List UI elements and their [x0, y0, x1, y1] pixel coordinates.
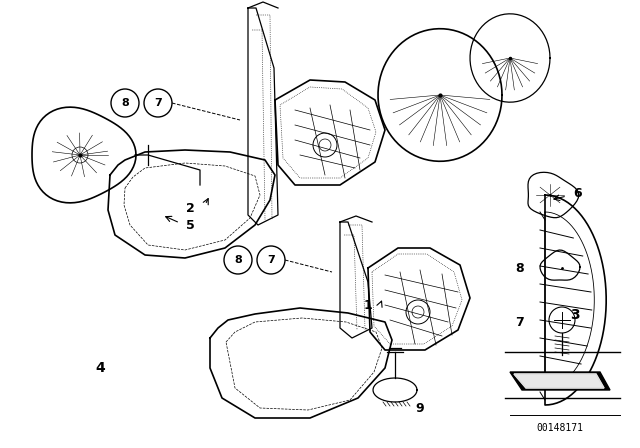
Polygon shape	[545, 195, 606, 405]
Text: 00148171: 00148171	[536, 423, 584, 433]
Text: 6: 6	[573, 186, 582, 199]
Polygon shape	[373, 378, 417, 402]
Polygon shape	[368, 248, 470, 350]
Text: 9: 9	[416, 401, 424, 414]
Text: 8: 8	[121, 98, 129, 108]
Polygon shape	[340, 216, 372, 222]
Polygon shape	[540, 250, 580, 280]
Polygon shape	[514, 374, 604, 388]
Circle shape	[257, 246, 285, 274]
Polygon shape	[248, 8, 278, 225]
Circle shape	[111, 89, 139, 117]
Text: 7: 7	[154, 98, 162, 108]
Polygon shape	[275, 80, 385, 185]
Polygon shape	[378, 29, 502, 161]
Polygon shape	[340, 222, 372, 338]
Polygon shape	[248, 2, 278, 8]
Polygon shape	[108, 150, 275, 258]
Text: 7: 7	[267, 255, 275, 265]
Text: 4: 4	[95, 361, 105, 375]
Circle shape	[144, 89, 172, 117]
Polygon shape	[32, 107, 136, 203]
Polygon shape	[210, 308, 392, 418]
Polygon shape	[470, 14, 550, 102]
Circle shape	[224, 246, 252, 274]
Text: 8: 8	[516, 262, 524, 275]
Text: 3: 3	[570, 308, 580, 322]
Polygon shape	[510, 372, 610, 390]
Text: 7: 7	[516, 315, 524, 328]
Text: 5: 5	[186, 219, 195, 232]
Text: 8: 8	[234, 255, 242, 265]
Text: 2: 2	[186, 202, 195, 215]
Text: 1: 1	[364, 298, 372, 311]
Polygon shape	[514, 374, 604, 388]
Polygon shape	[528, 172, 579, 218]
